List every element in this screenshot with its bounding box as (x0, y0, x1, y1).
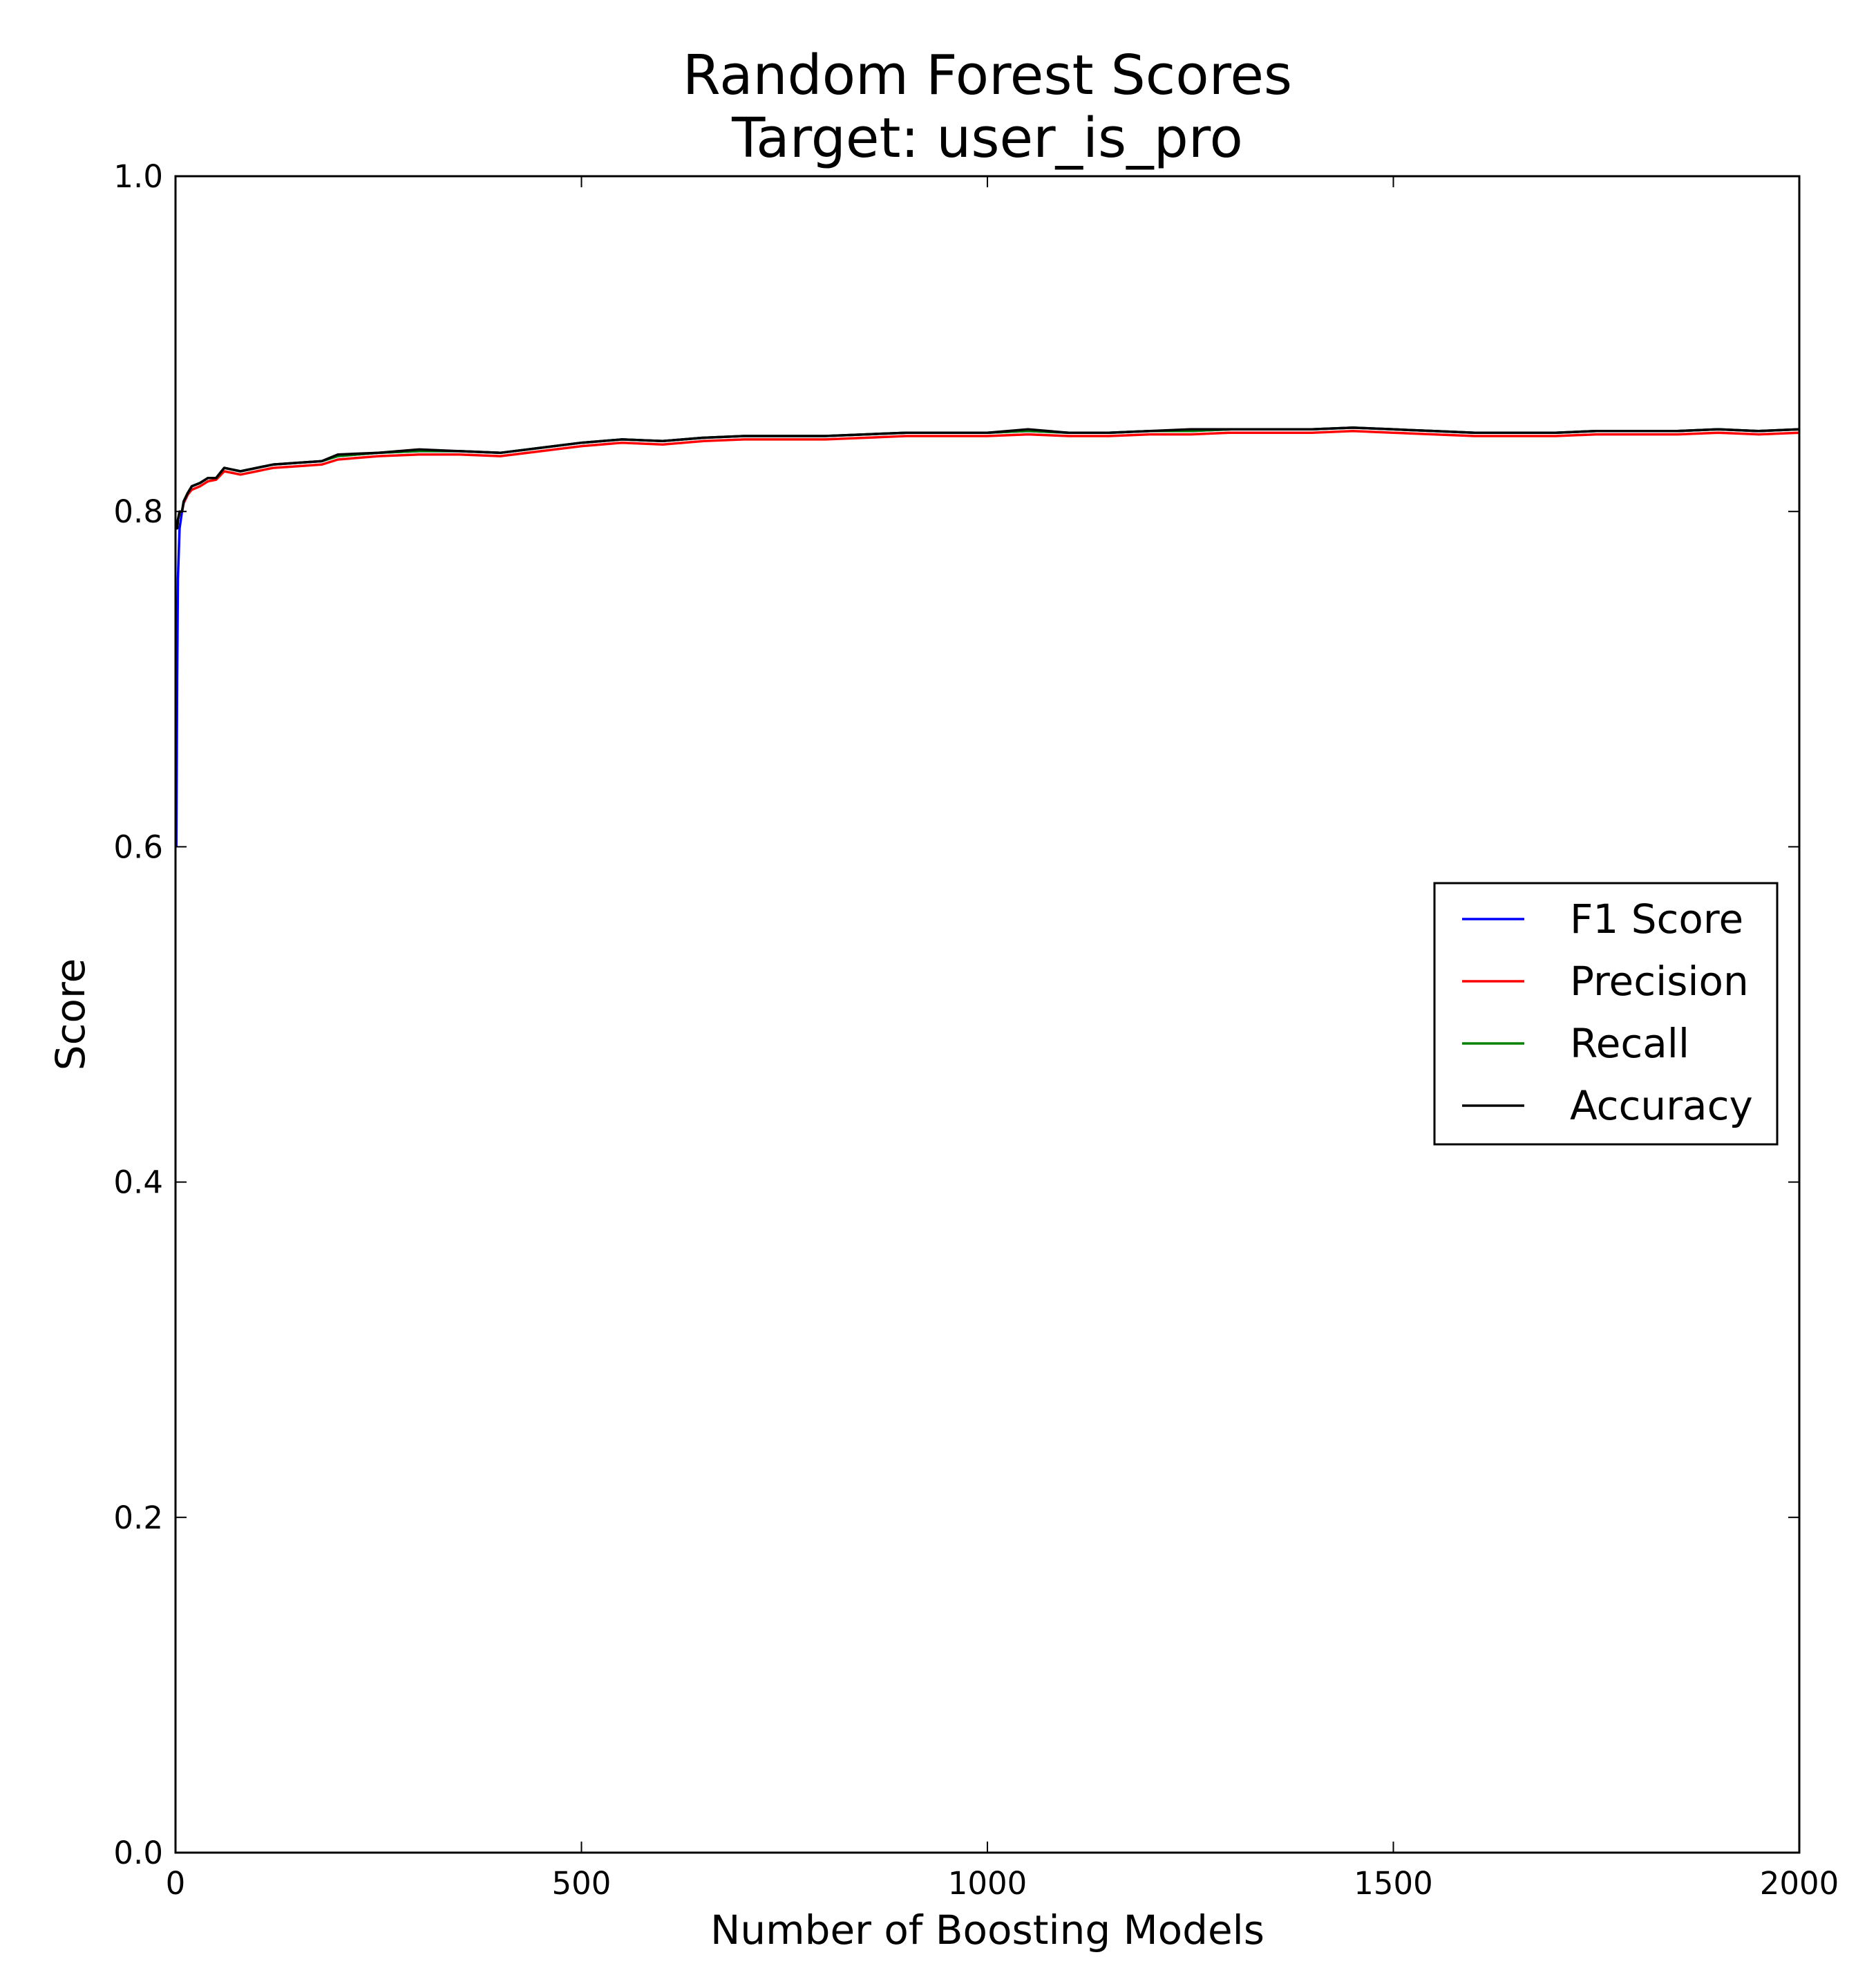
plot-area (175, 426, 1800, 847)
legend-entry: Accuracy (1570, 1082, 1753, 1129)
legend-entry: F1 Score (1570, 896, 1743, 943)
x-tick-label: 0 (166, 1865, 186, 1902)
chart-title-line2: Target: user_is_pro (731, 106, 1243, 170)
x-axis-label: Number of Boosting Models (710, 1907, 1264, 1954)
x-tick-label: 2000 (1760, 1865, 1839, 1902)
legend: F1 Score Precision Recall Accuracy (1433, 882, 1779, 1146)
y-tick-label: 1.0 (113, 158, 163, 195)
legend-box (1433, 882, 1779, 1146)
x-tick-label: 1500 (1354, 1865, 1433, 1902)
y-axis-label: Score (47, 958, 94, 1070)
y-tick-label: 0.4 (113, 1164, 163, 1201)
chart-title-line1: Random Forest Scores (683, 44, 1292, 107)
y-tick-label: 0.6 (113, 829, 163, 865)
series-line-precision (176, 430, 1800, 530)
legend-entry: Recall (1570, 1020, 1689, 1067)
y-tick-label: 0.0 (113, 1835, 163, 1871)
x-tick-label: 500 (552, 1865, 612, 1902)
legend-entry: Precision (1570, 958, 1749, 1005)
x-tick-label: 1000 (948, 1865, 1027, 1902)
series-line-accuracy (176, 426, 1800, 530)
y-tick-label: 0.2 (113, 1500, 163, 1536)
y-tick-label: 0.8 (113, 493, 163, 530)
axes: 0 500 1000 1500 2000 0.0 0.2 0.4 0.6 0.8 1.0 (113, 158, 1839, 1902)
